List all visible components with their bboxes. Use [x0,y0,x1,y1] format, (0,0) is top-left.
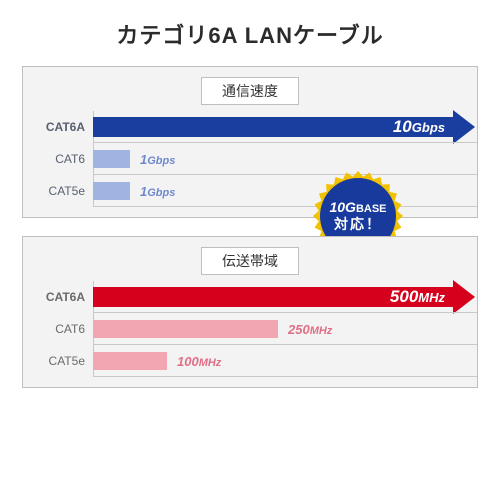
chart-row: CAT5e 1Gbps [23,175,477,207]
arrow-head-icon [453,110,475,144]
row-label: CAT6 [23,152,93,166]
page: カテゴリ6A LANケーブル 通信速度 CAT6A 10Gbps [0,0,500,500]
bar-area: 1Gbps [93,143,477,175]
chart-row: CAT6A 500MHz [23,281,477,313]
chart-speed: 通信速度 CAT6A 10Gbps CAT6 [22,66,478,218]
chart-row: CAT6A 10Gbps [23,111,477,143]
badge-big: 10G [329,199,355,215]
bar-value: 100MHz [177,354,221,369]
chart-band-header-label: 伝送帯域 [201,247,299,275]
bar-area: 500MHz [93,281,477,313]
value-unit: Gbps [147,187,175,199]
bar-value: 250MHz [288,322,332,337]
chart-band-rows: CAT6A 500MHz CAT6 2 [23,281,477,377]
arrow-bar: 500MHz [93,280,475,314]
value-number: 100 [177,354,199,369]
row-label: CAT6A [23,120,93,134]
bar-value: 1Gbps [140,152,175,167]
row-label: CAT5e [23,184,93,198]
arrow-value: 500MHz [390,287,445,307]
grid-line [93,206,477,207]
bar-area: 10Gbps [93,111,477,143]
value-unit: MHz [310,325,333,337]
bar-area: 100MHz [93,345,477,377]
value-number: 10 [393,117,412,136]
bar-area: 1Gbps [93,175,477,207]
value-unit: Gbps [147,155,175,167]
badge-small: BASE [356,203,387,215]
bar [93,182,130,200]
bar-value: 1Gbps [140,184,175,199]
row-label: CAT6 [23,322,93,336]
row-label: CAT5e [23,354,93,368]
chart-speed-header: 通信速度 [23,77,477,105]
badge-line2: 対応！ [334,216,382,233]
value-number: 500 [390,287,418,306]
value-unit: Gbps [412,120,445,135]
grid-line [93,376,477,377]
chart-row: CAT6 250MHz [23,313,477,345]
chart-band: 伝送帯域 CAT6A 500MHz CAT6 [22,236,478,388]
value-number: 250 [288,322,310,337]
chart-band-header: 伝送帯域 [23,247,477,275]
bar-area: 250MHz [93,313,477,345]
bar [93,150,130,168]
value-unit: MHz [418,290,445,305]
bar [93,352,167,370]
arrow-head-icon [453,280,475,314]
chart-speed-header-label: 通信速度 [201,77,299,105]
row-label: CAT6A [23,290,93,304]
chart-speed-rows: CAT6A 10Gbps CAT6 1 [23,111,477,207]
badge-line1: 10GBASE [329,199,386,216]
arrow-value: 10Gbps [393,117,445,137]
chart-row: CAT5e 100MHz [23,345,477,377]
bar [93,320,278,338]
chart-row: CAT6 1Gbps [23,143,477,175]
arrow-bar: 10Gbps [93,110,475,144]
page-title: カテゴリ6A LANケーブル [22,18,478,50]
value-unit: MHz [199,357,222,369]
